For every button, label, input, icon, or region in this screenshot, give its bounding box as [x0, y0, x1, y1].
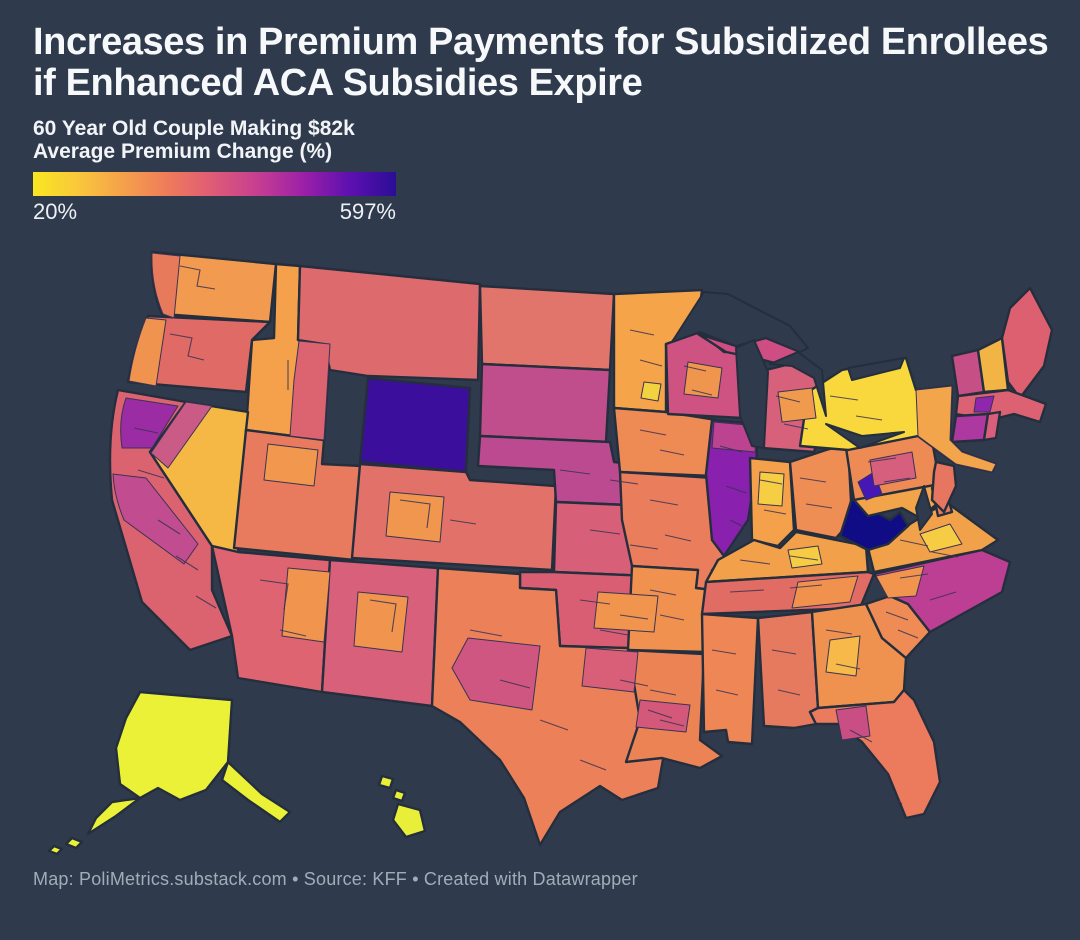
state-rhode-island[interactable]	[982, 410, 1002, 442]
state-colorado[interactable]	[350, 462, 558, 572]
subtitle: 60 Year Old Couple Making $82k Average P…	[33, 117, 355, 163]
state-new-jersey[interactable]	[930, 460, 958, 514]
region-georgia-central[interactable]	[825, 635, 861, 677]
page-title-line1: Increases in Premium Payments for Subsid…	[33, 21, 1049, 63]
state-wyoming[interactable]	[358, 376, 472, 474]
state-iowa[interactable]	[612, 406, 718, 478]
lake-superior	[671, 291, 809, 353]
state-texas[interactable]	[430, 566, 702, 847]
legend-labels: 20% 597%	[33, 199, 396, 225]
lake-huron	[769, 351, 827, 417]
subtitle-line2: Average Premium Change (%)	[33, 140, 333, 163]
footer-credit: Map: PoliMetrics.substack.com • Source: …	[33, 869, 638, 889]
state-north-dakota[interactable]	[478, 284, 616, 372]
lake-ontario	[847, 357, 905, 381]
state-mississippi[interactable]	[700, 612, 760, 746]
region-michigan-south[interactable]	[777, 387, 817, 423]
region-california-north[interactable]	[120, 397, 179, 449]
state-south-dakota[interactable]	[478, 362, 612, 444]
state-connecticut[interactable]	[950, 412, 990, 444]
page-title-line2: if Enhanced ACA Subsidies Expire	[33, 62, 643, 104]
header: Increases in Premium Payments for Subsid…	[33, 21, 1049, 104]
legend-max-label: 597%	[339, 199, 396, 224]
region-washington-coast[interactable]	[151, 252, 181, 319]
region-wisconsin-central[interactable]	[683, 361, 723, 399]
region-nevada-west[interactable]	[150, 401, 213, 469]
subtitle-line1: 60 Year Old Couple Making $82k	[33, 117, 355, 140]
state-florida[interactable]	[808, 688, 942, 820]
region-kentucky-central[interactable]	[787, 545, 823, 569]
rating-area-patches	[112, 252, 997, 741]
region-idaho-east[interactable]	[289, 340, 331, 441]
region-oregon-coast[interactable]	[128, 317, 167, 387]
state-alabama[interactable]	[756, 610, 820, 730]
region-texas-north-central[interactable]	[581, 647, 639, 693]
region-california-central-coast[interactable]	[112, 473, 199, 565]
great-lakes-group	[671, 291, 933, 531]
region-north-carolina-west[interactable]	[875, 565, 925, 599]
region-new-york-southeast[interactable]	[915, 385, 997, 473]
region-indiana-central[interactable]	[757, 471, 785, 507]
region-florida-north[interactable]	[835, 705, 871, 741]
region-arizona-east[interactable]	[281, 567, 331, 643]
lake-michigan	[735, 339, 769, 449]
region-minnesota-twin-cities[interactable]	[640, 381, 662, 402]
states-group	[47, 250, 1054, 856]
color-legend: 20% 597%	[33, 172, 396, 225]
lake-erie	[825, 423, 905, 449]
region-new-mexico-central[interactable]	[353, 591, 409, 653]
region-utah-north[interactable]	[263, 443, 319, 487]
region-louisiana-south[interactable]	[635, 699, 691, 733]
legend-min-label: 20%	[33, 199, 78, 224]
region-massachusetts-central[interactable]	[973, 395, 995, 413]
region-colorado-central[interactable]	[385, 491, 445, 543]
region-tennessee-east[interactable]	[791, 575, 859, 609]
state-alaska[interactable]	[47, 690, 292, 856]
region-oklahoma-central[interactable]	[593, 591, 659, 633]
chesapeake-bay	[915, 485, 933, 531]
legend-gradient-bar	[33, 172, 396, 196]
state-hawaii[interactable]	[377, 774, 427, 839]
state-maine[interactable]	[1000, 286, 1054, 400]
district-boundaries	[133, 265, 959, 805]
region-texas-west[interactable]	[451, 637, 541, 711]
